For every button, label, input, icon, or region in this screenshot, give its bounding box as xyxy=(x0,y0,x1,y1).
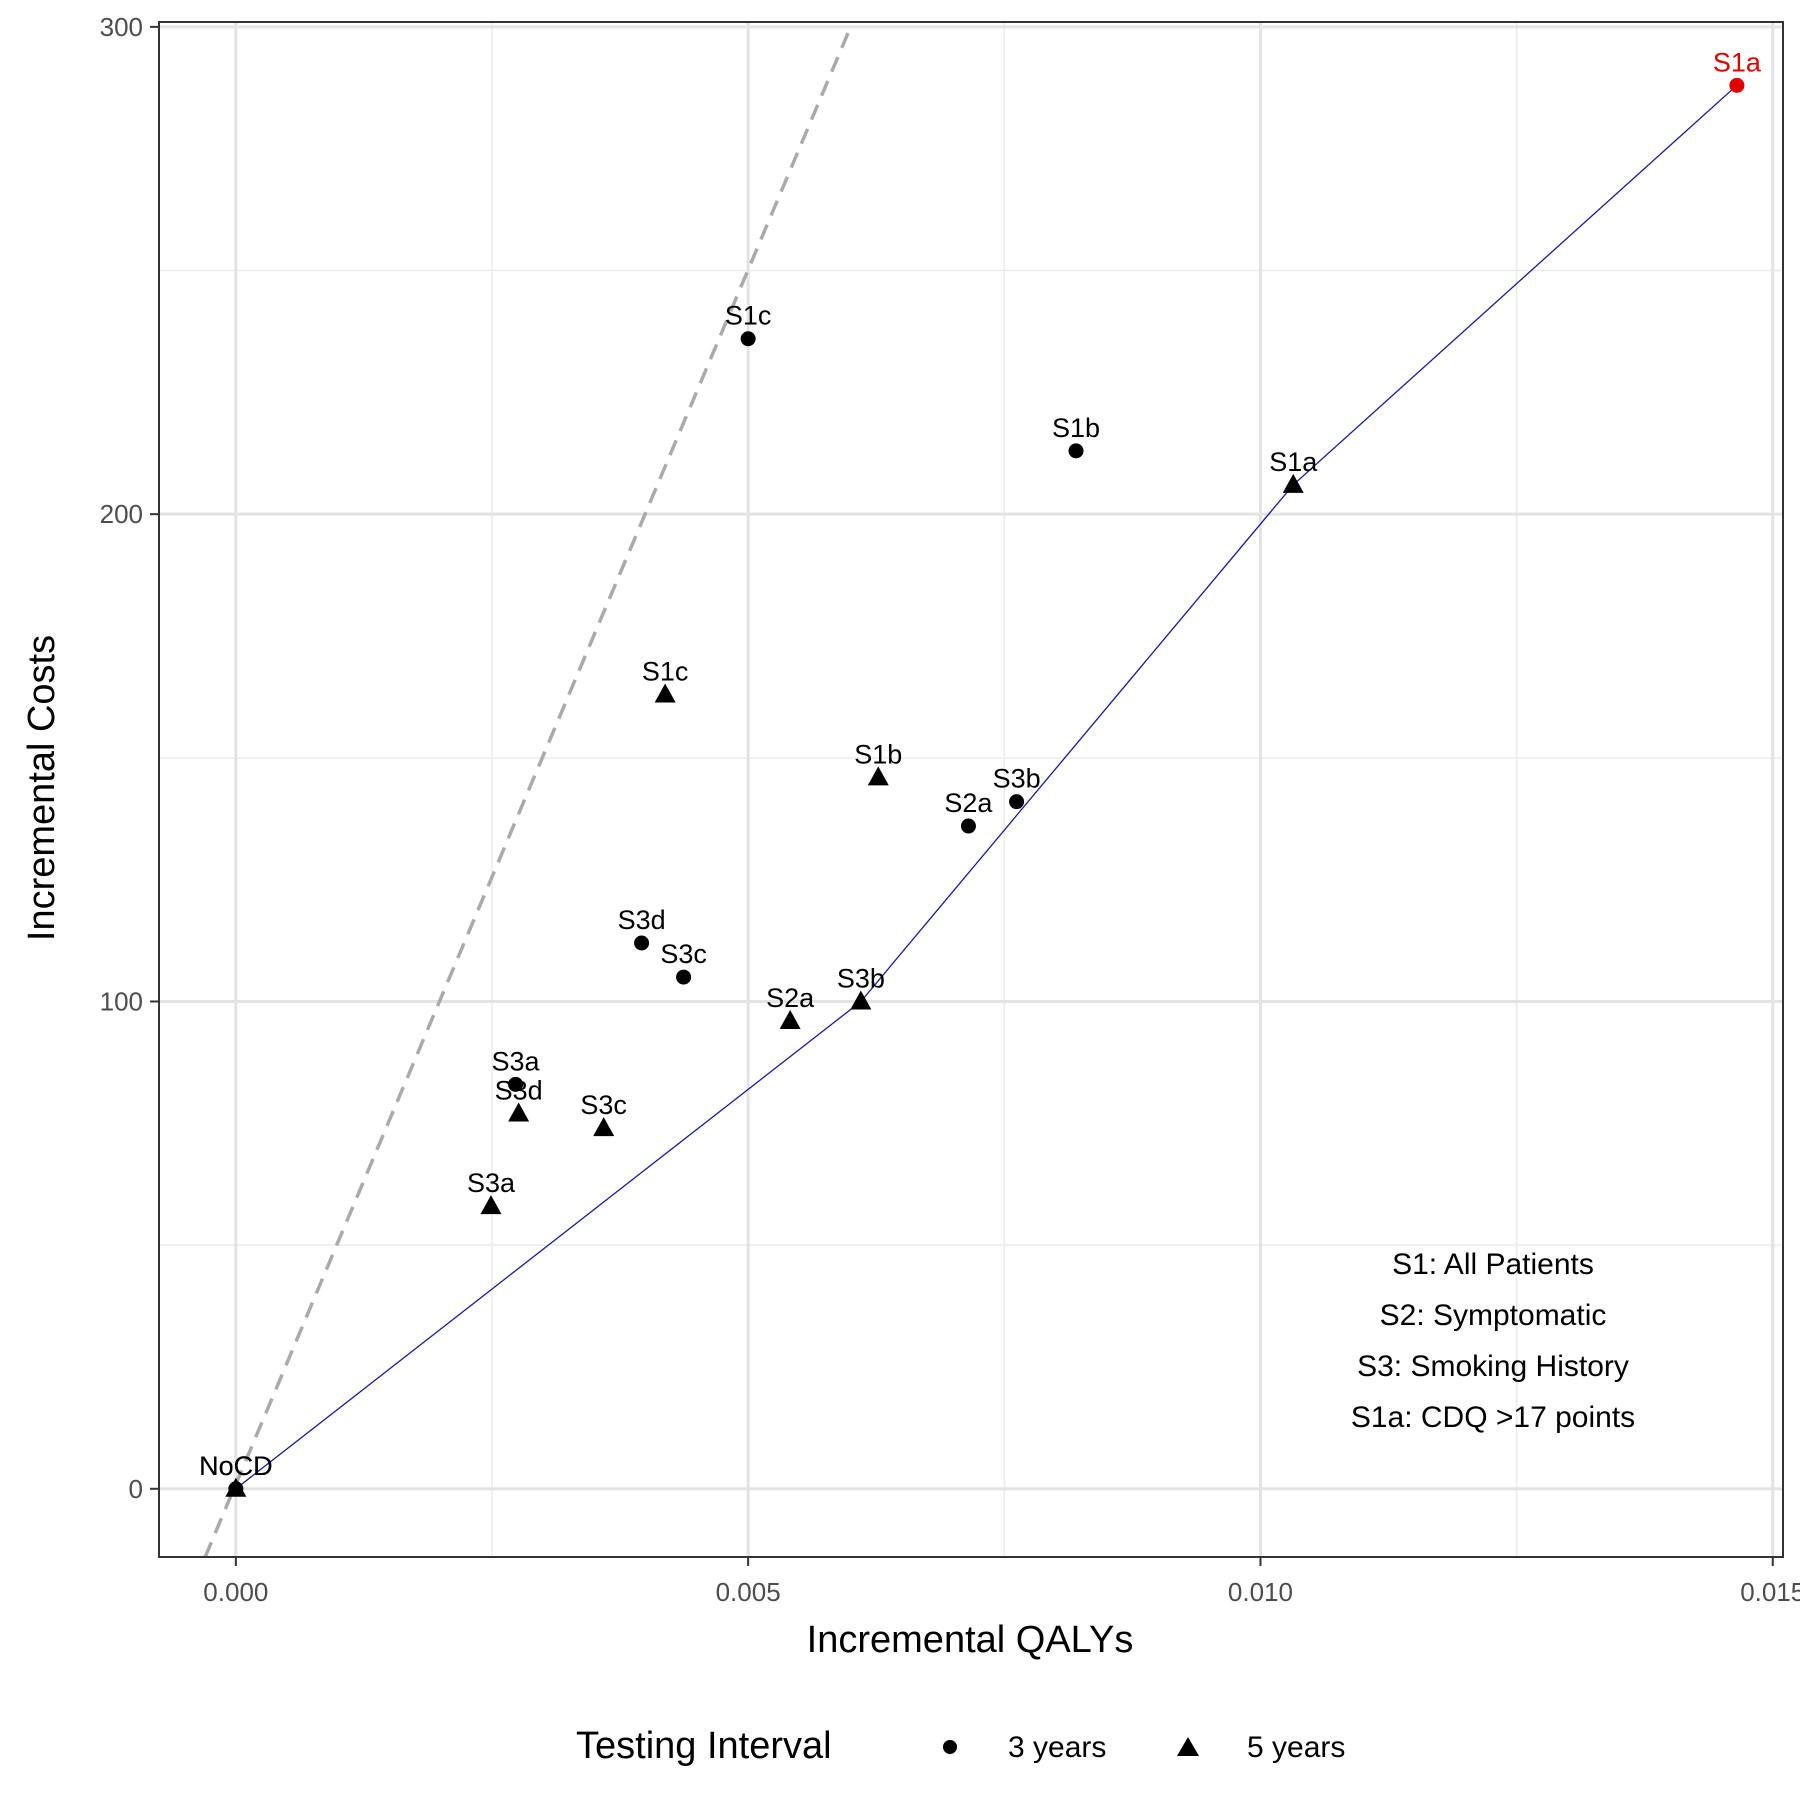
annotation-s1: S1: All Patients xyxy=(1392,1248,1594,1281)
annotation-s1a: S1a: CDQ >17 points xyxy=(1351,1401,1635,1434)
label-s3c-3yr: S3c xyxy=(660,939,707,969)
y-tick-label: 300 xyxy=(100,12,143,42)
plot-panel-border xyxy=(158,21,1784,1558)
label-s3d-5yr: S3d xyxy=(495,1076,543,1106)
point-s1b-5yr xyxy=(867,766,889,786)
point-s3b-3yr xyxy=(1009,794,1025,810)
x-tick-label: 0.015 xyxy=(1740,1577,1800,1607)
point-s3d-3yr xyxy=(634,935,650,951)
label-s3a-3yr: S3a xyxy=(492,1046,541,1076)
y-tick-label: 100 xyxy=(100,986,143,1016)
point-s1c-3yr xyxy=(740,331,756,347)
point-s3d-5yr xyxy=(508,1102,530,1122)
point-s2a-3yr xyxy=(960,818,976,834)
label-s3d-3yr: S3d xyxy=(618,905,666,935)
point-s3c-3yr xyxy=(676,969,692,985)
major-gridlines xyxy=(159,22,1783,1557)
legend-label-5-years: 5 years xyxy=(1247,1731,1345,1764)
point-s1a-3yr xyxy=(1729,77,1745,93)
point-nocd-5yr xyxy=(225,1477,247,1497)
y-axis-title: Incremental Costs xyxy=(21,635,63,941)
annotation-s2: S2: Symptomatic xyxy=(1380,1299,1607,1332)
point-labels: S1a S1b S1c S2a S3a S3b S3c S3d NoCD S1a S1b S1c S2a… xyxy=(199,47,1762,1480)
label-s1c-5yr: S1c xyxy=(642,656,689,686)
legend: Testing Interval 3 years 5 years xyxy=(576,1725,1345,1767)
label-s1c-3yr: S1c xyxy=(725,301,772,331)
label-s3c-5yr: S3c xyxy=(580,1090,627,1120)
x-tick-label: 0.010 xyxy=(1228,1577,1293,1607)
annotation-block: S1: All Patients S2: Symptomatic S3: Smo… xyxy=(1351,1248,1635,1434)
efficiency-frontier-line xyxy=(235,84,1738,1490)
threshold-dashed-line xyxy=(203,26,853,1558)
label-nocd-3yr: NoCD xyxy=(199,1451,273,1481)
legend-title: Testing Interval xyxy=(576,1725,832,1767)
label-s1b-5yr: S1b xyxy=(854,739,902,769)
legend-label-3-years: 3 years xyxy=(1008,1731,1106,1764)
axis-ticks: 0.000 0.005 0.010 0.015 0 100 200 300 xyxy=(100,12,1800,1607)
point-s3a-3yr xyxy=(508,1076,524,1092)
y-tick-label: 200 xyxy=(100,499,143,529)
point-s1c-5yr xyxy=(654,683,676,703)
plot-lines xyxy=(203,26,1738,1558)
legend-key-5-years xyxy=(1177,1737,1199,1756)
label-s1a-5yr: S1a xyxy=(1269,447,1318,477)
x-tick-label: 0.000 xyxy=(203,1577,268,1607)
label-s3b-5yr: S3b xyxy=(837,963,885,993)
point-s1a-5yr xyxy=(1282,473,1304,493)
x-tick-label: 0.005 xyxy=(716,1577,781,1607)
point-s3a-5yr xyxy=(480,1195,502,1215)
annotation-s3: S3: Smoking History xyxy=(1357,1350,1629,1383)
point-s3b-5yr xyxy=(850,990,872,1010)
label-s3a-5yr: S3a xyxy=(467,1168,516,1198)
label-s2a-3yr: S2a xyxy=(944,788,993,818)
label-s1b-3yr: S1b xyxy=(1052,413,1100,443)
legend-key-3-years xyxy=(943,1740,957,1754)
label-nocd-5yr: NoCD xyxy=(199,1451,273,1481)
data-points xyxy=(225,77,1745,1497)
minor-gridlines xyxy=(159,22,1783,1557)
label-s2a-5yr: S2a xyxy=(766,983,815,1013)
point-s3c-5yr xyxy=(593,1117,615,1137)
point-s2a-5yr xyxy=(779,1009,801,1029)
point-s1b-3yr xyxy=(1068,443,1084,459)
label-s1a-3yr: S1a xyxy=(1713,47,1762,77)
x-axis-title: Incremental QALYs xyxy=(807,1619,1134,1661)
y-tick-label: 0 xyxy=(129,1474,143,1504)
label-s3b-3yr: S3b xyxy=(993,764,1041,794)
